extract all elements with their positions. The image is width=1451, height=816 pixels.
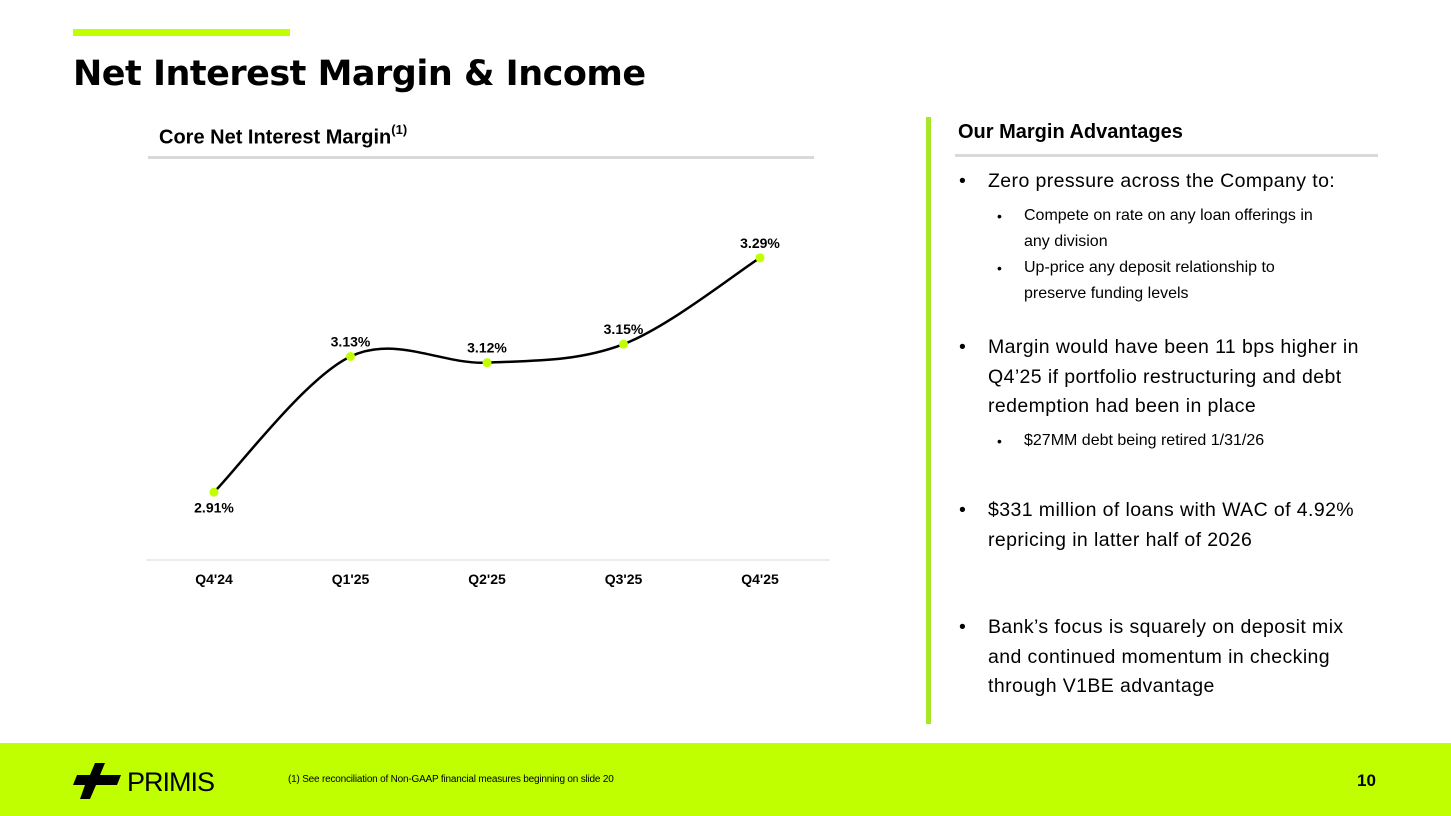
bullet-zero-pressure: • Zero pressure across the Company to: bbox=[959, 167, 1336, 197]
bullet-line: through V1BE advantage bbox=[988, 675, 1215, 697]
footer-band bbox=[0, 743, 1451, 816]
sub-bullet-compete-on-rate: • Compete on rate on any loan offerings … bbox=[997, 203, 1313, 255]
data-label: 3.12% bbox=[467, 340, 507, 356]
bullet-line: redemption had been in place bbox=[988, 395, 1257, 417]
bullet-line: Margin would have been 11 bps higher in bbox=[988, 336, 1359, 358]
bullet-dot: • bbox=[959, 336, 967, 358]
data-point-Q2'25 bbox=[482, 358, 492, 368]
x-tick-label: Q2'25 bbox=[468, 571, 506, 587]
bullet-line: $331 million of loans with WAC of 4.92% bbox=[988, 499, 1355, 521]
sub-bullet-line: Up-price any deposit relationship to bbox=[1024, 259, 1275, 276]
nim-line-chart: 2.91% 3.13% 3.12% 3.15% 3.29% Q4'24 Q1'25 Q2'25… bbox=[146, 235, 830, 587]
data-point-Q1'25 bbox=[346, 352, 355, 361]
x-tick-label: Q4'25 bbox=[741, 571, 779, 587]
bullet-line: repricing in latter half of 2026 bbox=[988, 528, 1253, 551]
bullet-dot: • bbox=[997, 433, 1002, 449]
data-point-Q4'24 bbox=[209, 487, 219, 497]
bullet-margin-higher: • Margin would have been 11 bps higher i… bbox=[959, 333, 1359, 422]
data-label: 2.91% bbox=[194, 500, 234, 516]
chart-title-footnote-ref: (1) bbox=[391, 122, 408, 137]
x-tick-label: Q4'24 bbox=[195, 571, 233, 587]
data-label: 3.13% bbox=[331, 334, 371, 350]
section-divider bbox=[926, 117, 931, 724]
bullet-line: Bank’s focus is squarely on deposit mix bbox=[988, 616, 1344, 638]
data-label: 3.29% bbox=[740, 235, 780, 251]
advantages-title: Our Margin Advantages bbox=[958, 121, 1183, 143]
data-point-Q4'25 bbox=[755, 253, 765, 263]
data-point-Q3'25 bbox=[619, 339, 628, 349]
page-number: 10 bbox=[1357, 771, 1376, 790]
bullet-dot: • bbox=[997, 260, 1002, 276]
bullet-dot: • bbox=[959, 170, 967, 192]
x-tick-label: Q1'25 bbox=[332, 571, 370, 587]
primis-logo-mark bbox=[73, 763, 121, 799]
bullet-dot: • bbox=[959, 616, 967, 638]
bullet-loans-repricing: • $331 million of loans with WAC of 4.92… bbox=[959, 496, 1355, 555]
sub-bullet-line: $27MM debt being retired 1/31/26 bbox=[1024, 432, 1265, 449]
series-line-core-nim bbox=[213, 256, 761, 494]
sub-bullet-line: any division bbox=[1024, 233, 1108, 250]
advantages-title-rule bbox=[955, 154, 1378, 157]
x-tick-label: Q3'25 bbox=[605, 571, 643, 587]
chart-title-rule bbox=[148, 156, 814, 159]
bullet-dot: • bbox=[959, 499, 967, 521]
primis-logo-text: PRIMIS bbox=[127, 767, 214, 797]
sub-bullet-debt-retired: • $27MM debt being retired 1/31/26 bbox=[997, 428, 1265, 454]
primis-logo: PRIMIS bbox=[73, 763, 215, 799]
bullet-line: and continued momentum in checking bbox=[988, 645, 1331, 668]
footnote: (1) See reconciliation of Non-GAAP finan… bbox=[288, 774, 614, 785]
bullet-text: Zero pressure across the Company to: bbox=[988, 170, 1336, 192]
sub-bullet-line: preserve funding levels bbox=[1024, 285, 1189, 302]
data-label: 3.15% bbox=[604, 321, 644, 337]
bullet-deposit-focus: • Bank’s focus is squarely on deposit mi… bbox=[959, 613, 1344, 702]
bullet-dot: • bbox=[997, 208, 1002, 224]
sub-bullet-line: Compete on rate on any loan offerings in bbox=[1024, 207, 1313, 224]
chart-title-text: Core Net Interest Margin bbox=[159, 126, 392, 149]
title-accent-bar bbox=[73, 29, 290, 36]
page-title: Net Interest Margin & Income bbox=[73, 54, 646, 94]
bullet-line: Q4’25 if portfolio restructuring and deb… bbox=[988, 365, 1342, 388]
sub-bullet-up-price: • Up-price any deposit relationship to p… bbox=[997, 255, 1275, 307]
chart-title: Core Net Interest Margin(1) bbox=[159, 122, 408, 150]
